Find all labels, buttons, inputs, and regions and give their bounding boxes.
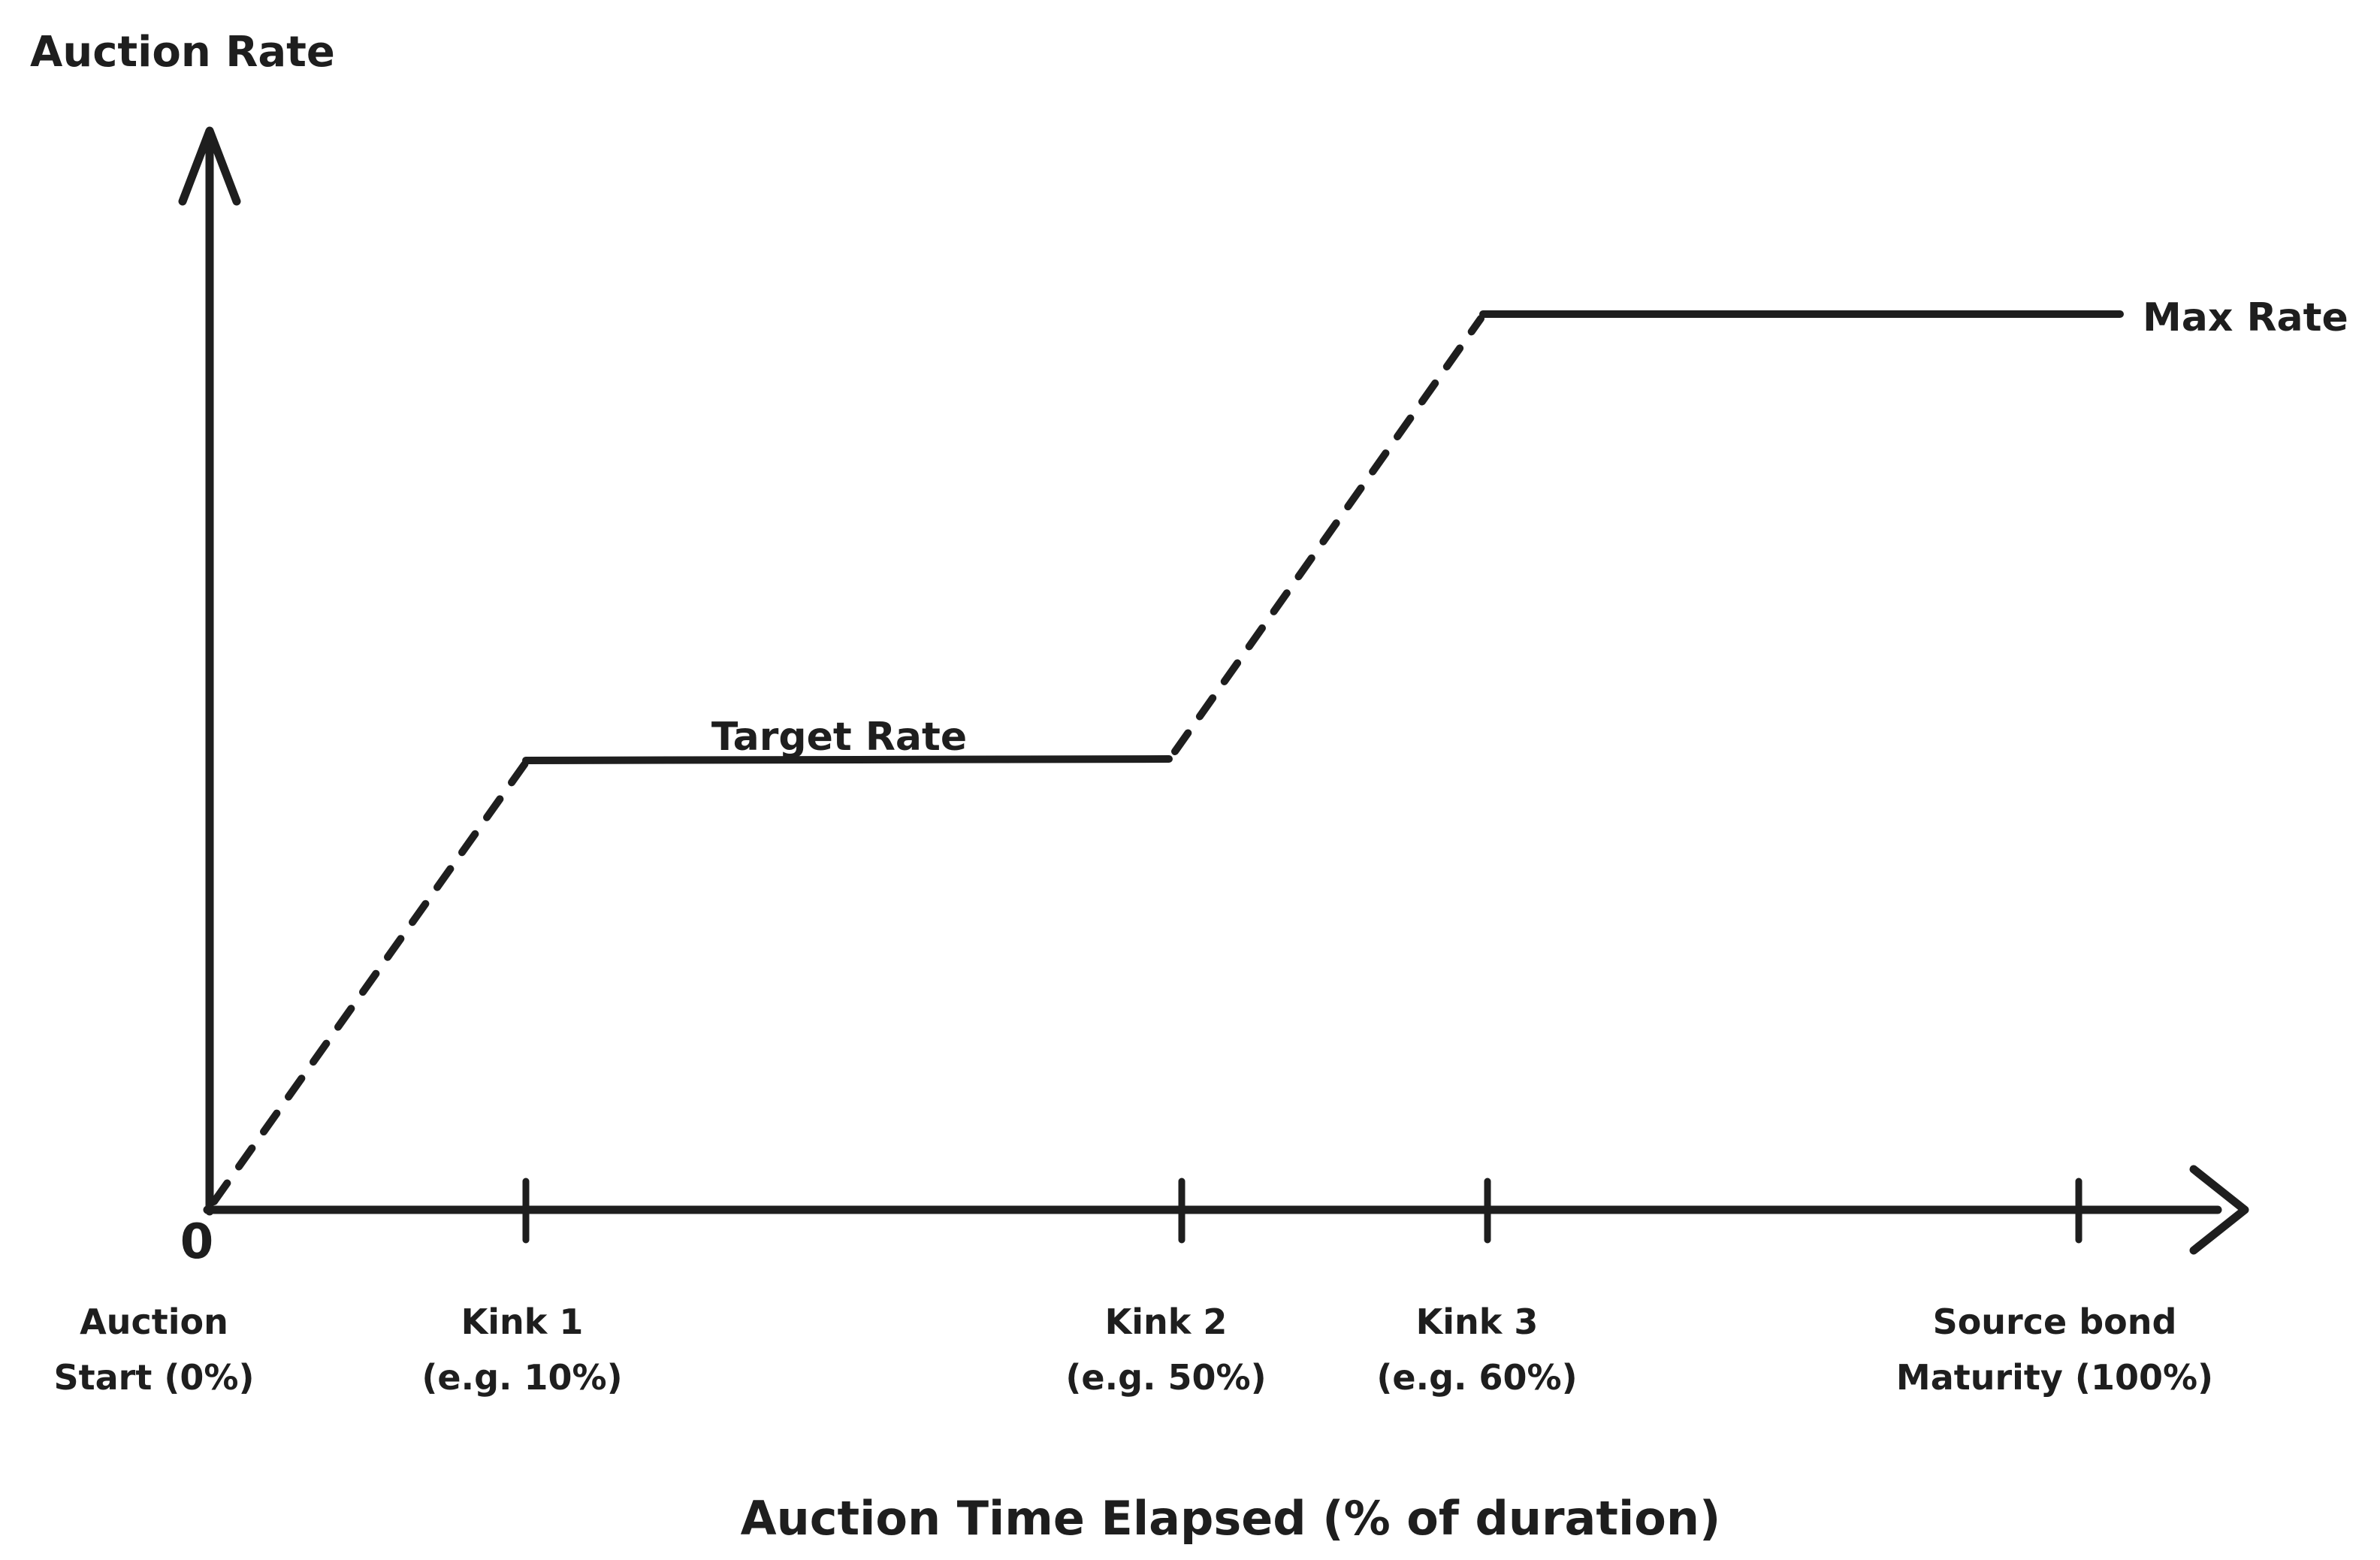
x-tick-labels: Auction Start (0%) Kink 1 (e.g. 10%) Kin… [54, 1302, 2214, 1398]
segment-rise-to-target [210, 760, 529, 1205]
x-axis-arrowhead-icon [2189, 1165, 2249, 1255]
x-tick-label-kink2: Kink 2 (e.g. 50%) [1065, 1302, 1266, 1398]
x-tick-label-line1: Kink 3 [1416, 1302, 1539, 1342]
origin-label: 0 [180, 1214, 214, 1270]
x-tick-label-line2: Maturity (100%) [1896, 1357, 2213, 1398]
x-tick-label-line2: (e.g. 10%) [421, 1357, 622, 1398]
segment-target-plateau [522, 755, 1173, 764]
x-tick-label-kink3: Kink 3 (e.g. 60%) [1376, 1302, 1577, 1398]
x-tick-label-line2: (e.g. 60%) [1376, 1357, 1577, 1398]
auction-rate-curve [210, 310, 2124, 1205]
y-axis-arrowhead-icon [178, 126, 241, 206]
x-tick-label-line1: Kink 2 [1105, 1302, 1228, 1342]
x-axis-title: Auction Time Elapsed (% of duration) [741, 1491, 1721, 1546]
x-tick-label-line2: (e.g. 50%) [1065, 1357, 1266, 1398]
x-tick-label-line1: Source bond [1933, 1302, 2177, 1342]
x-tick-label-maturity: Source bond Maturity (100%) [1896, 1302, 2213, 1398]
x-tick-label-kink1: Kink 1 (e.g. 10%) [421, 1302, 622, 1398]
x-axis-ticks [522, 1178, 2082, 1244]
x-tick-label-auction-start: Auction Start (0%) [54, 1302, 255, 1398]
target-rate-label: Target Rate [711, 715, 967, 760]
x-tick-label-line2: Start (0%) [54, 1357, 255, 1398]
segment-rise-to-max [1171, 315, 1484, 755]
y-axis-title: Auction Rate [30, 28, 335, 77]
x-tick-label-line1: Kink 1 [461, 1302, 584, 1342]
max-rate-label: Max Rate [2143, 295, 2348, 340]
axes [178, 126, 2249, 1255]
x-tick-label-line1: Auction [80, 1302, 228, 1342]
